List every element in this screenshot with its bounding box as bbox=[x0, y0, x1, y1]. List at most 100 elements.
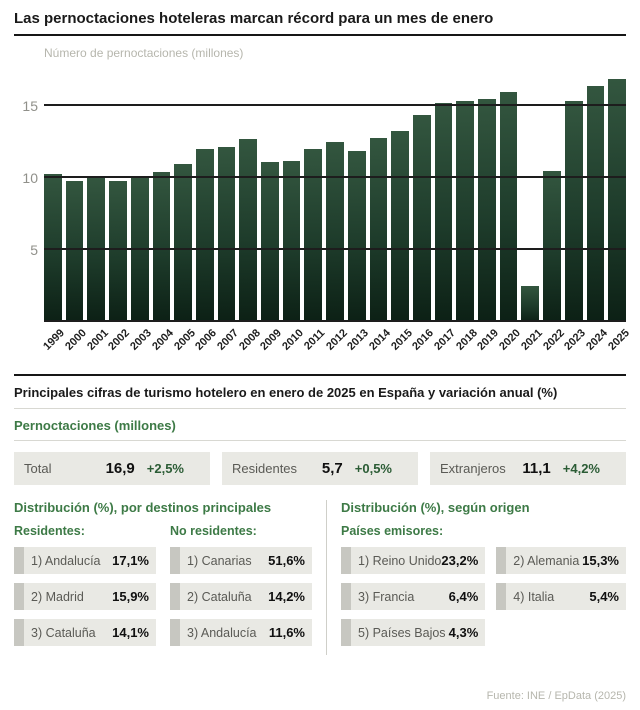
section-divider bbox=[14, 374, 626, 376]
item-label: 1) Canarias bbox=[187, 553, 252, 568]
x-tick-label: 2003 bbox=[128, 327, 155, 353]
item-stripe bbox=[496, 583, 507, 610]
item-label: 1) Andalucía bbox=[31, 553, 101, 568]
residentes-heading: Residentes: bbox=[14, 524, 85, 538]
x-tick: 2025 bbox=[606, 322, 632, 370]
no-residentes-heading: No residentes: bbox=[170, 524, 257, 538]
bar-2010 bbox=[282, 160, 301, 322]
list-item: 1) Reino Unido 23,2% bbox=[341, 547, 486, 574]
x-tick-label: 2024 bbox=[584, 327, 610, 353]
item-stripe bbox=[341, 583, 351, 610]
bar-2025 bbox=[608, 78, 626, 322]
bar-2015 bbox=[391, 130, 409, 322]
list-item: 2) Cataluña 14,2% bbox=[170, 583, 312, 610]
x-tick-label: 2013 bbox=[345, 327, 372, 353]
item-value: 23,2% bbox=[441, 553, 479, 568]
x-tick: 2021 bbox=[519, 322, 545, 370]
x-tick: 2016 bbox=[410, 322, 436, 370]
x-tick: 2017 bbox=[432, 322, 458, 370]
item-value: 4,3% bbox=[448, 625, 479, 640]
x-tick-label: 2012 bbox=[323, 327, 350, 353]
stat-value: 11,1 bbox=[522, 460, 551, 477]
bar-2021 bbox=[521, 286, 540, 322]
x-tick-label: 2008 bbox=[236, 327, 263, 353]
bar-2003 bbox=[130, 178, 149, 322]
x-tick-label: 2000 bbox=[63, 327, 90, 353]
bar-2023 bbox=[564, 100, 583, 322]
x-tick: 2011 bbox=[302, 322, 327, 370]
x-tick: 2024 bbox=[584, 322, 610, 370]
origen-list: 1) Reino Unido 23,2% 2) Alemania 15,3% 3… bbox=[341, 547, 626, 655]
x-tick: 2003 bbox=[128, 322, 154, 370]
bars bbox=[44, 66, 626, 322]
bar-2004 bbox=[152, 172, 171, 322]
stat-change: +4,2% bbox=[562, 461, 600, 476]
x-tick-label: 2010 bbox=[280, 327, 307, 353]
x-tick: 2006 bbox=[193, 322, 219, 370]
infographic: Las pernoctaciones hoteleras marcan réco… bbox=[14, 10, 632, 655]
residentes-list: Residentes: 1) Andalucía 17,1% 2) Madrid… bbox=[14, 524, 156, 655]
item-stripe bbox=[496, 547, 507, 574]
bar-2022 bbox=[543, 171, 561, 322]
distribution-columns: Distribución (%), por destinos principal… bbox=[14, 500, 626, 655]
list-item: 1) Canarias 51,6% bbox=[170, 547, 312, 574]
item-stripe bbox=[341, 547, 351, 574]
x-tick: 2000 bbox=[63, 322, 89, 370]
x-tick-label: 2006 bbox=[193, 327, 220, 353]
x-tick-label: 2021 bbox=[519, 327, 545, 353]
x-tick: 2008 bbox=[237, 322, 263, 370]
stat-total: Total 16,9 +2,5% bbox=[14, 452, 210, 485]
destinos-title: Distribución (%), por destinos principal… bbox=[14, 500, 272, 515]
x-tick-label: 2015 bbox=[388, 327, 415, 353]
pernoctaciones-heading: Pernoctaciones (millones) bbox=[14, 409, 626, 441]
stat-label: Total bbox=[24, 461, 52, 476]
stat-change: +2,5% bbox=[146, 461, 184, 476]
x-tick: 2001 bbox=[85, 322, 111, 370]
list-item: 1) Andalucía 17,1% bbox=[14, 547, 156, 574]
origen-title: Distribución (%), según origen bbox=[341, 500, 530, 515]
x-tick-label: 2004 bbox=[150, 327, 176, 353]
bar-2007 bbox=[217, 146, 236, 322]
x-tick: 2010 bbox=[280, 322, 306, 370]
bar-2001 bbox=[87, 178, 106, 322]
x-tick: 2004 bbox=[150, 322, 176, 370]
x-tick-label: 2005 bbox=[171, 327, 198, 353]
bar-2024 bbox=[586, 86, 605, 322]
y-axis-title: Número de pernoctaciones (millones) bbox=[44, 46, 244, 60]
x-tick-label: 2011 bbox=[302, 327, 328, 353]
x-tick: 2007 bbox=[215, 322, 241, 370]
gridline-5 bbox=[44, 248, 626, 251]
x-tick-label: 2009 bbox=[258, 327, 285, 353]
item-value: 17,1% bbox=[112, 553, 149, 568]
bar-2014 bbox=[369, 137, 388, 322]
item-value: 11,6% bbox=[268, 625, 305, 640]
bar-2006 bbox=[195, 149, 214, 322]
item-value: 15,3% bbox=[582, 553, 619, 568]
list-item: 2) Madrid 15,9% bbox=[14, 583, 156, 610]
destinos-column: Distribución (%), por destinos principal… bbox=[14, 500, 326, 655]
stat-change: +0,5% bbox=[354, 461, 392, 476]
x-tick: 2012 bbox=[324, 322, 350, 370]
list-item: 5) Países Bajos 4,3% bbox=[341, 619, 486, 646]
bar-2017 bbox=[434, 103, 453, 322]
stat-value: 16,9 bbox=[105, 460, 135, 477]
item-label: 3) Francia bbox=[358, 589, 415, 604]
item-value: 14,2% bbox=[268, 589, 305, 604]
item-stripe bbox=[170, 619, 180, 646]
stat-value: 5,7 bbox=[321, 460, 343, 477]
x-tick: 2013 bbox=[345, 322, 371, 370]
x-tick: 2014 bbox=[367, 322, 393, 370]
bar-2019 bbox=[478, 99, 496, 322]
source-credit: Fuente: INE / EpData (2025) bbox=[486, 690, 626, 702]
x-tick: 2019 bbox=[476, 322, 502, 370]
plot-area: 5 10 15 bbox=[22, 66, 626, 322]
x-tick: 2022 bbox=[541, 322, 567, 370]
stat-extranjeros: Extranjeros 11,1 +4,2% bbox=[430, 452, 626, 485]
item-stripe bbox=[14, 619, 24, 646]
page-title: Las pernoctaciones hoteleras marcan réco… bbox=[14, 10, 626, 36]
x-tick-label: 2020 bbox=[497, 327, 524, 353]
x-tick-label: 2002 bbox=[106, 327, 133, 353]
bar-2005 bbox=[174, 163, 192, 322]
origen-column: Distribución (%), según origen Países em… bbox=[326, 500, 626, 655]
item-stripe bbox=[170, 547, 180, 574]
